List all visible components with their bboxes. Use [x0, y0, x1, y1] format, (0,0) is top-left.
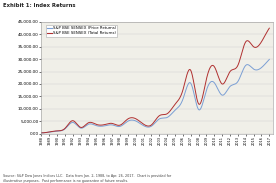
- S&P BSE SENSEX (Total Returns): [185, 74, 189, 76]
- S&P BSE SENSEX (Total Returns): [40, 132, 43, 134]
- S&P BSE SENSEX (Price Returns): [185, 87, 188, 89]
- S&P BSE SENSEX (Total Returns): [54, 130, 57, 132]
- S&P BSE SENSEX (Price Returns): [54, 130, 57, 132]
- S&P BSE SENSEX (Total Returns): [236, 64, 240, 66]
- Line: S&P BSE SENSEX (Price Returns): S&P BSE SENSEX (Price Returns): [41, 59, 269, 133]
- S&P BSE SENSEX (Total Returns): [213, 66, 216, 68]
- S&P BSE SENSEX (Price Returns): [172, 110, 176, 113]
- S&P BSE SENSEX (Total Returns): [40, 132, 43, 134]
- S&P BSE SENSEX (Total Returns): [178, 96, 182, 99]
- S&P BSE SENSEX (Price Returns): [178, 104, 181, 107]
- Text: Exhibit 1: Index Returns: Exhibit 1: Index Returns: [3, 3, 75, 8]
- S&P BSE SENSEX (Price Returns): [236, 81, 239, 83]
- S&P BSE SENSEX (Total Returns): [268, 27, 271, 29]
- Legend: S&P BSE SENSEX (Price Returns), S&P BSE SENSEX (Total Returns): S&P BSE SENSEX (Price Returns), S&P BSE …: [46, 25, 118, 37]
- S&P BSE SENSEX (Total Returns): [172, 104, 176, 107]
- Text: Source: S&P Dow Jones Indices LLC.  Data from Jan. 2, 1988, to Apr. 26, 2017.  C: Source: S&P Dow Jones Indices LLC. Data …: [3, 174, 171, 183]
- Line: S&P BSE SENSEX (Total Returns): S&P BSE SENSEX (Total Returns): [41, 28, 269, 133]
- S&P BSE SENSEX (Price Returns): [213, 82, 216, 84]
- S&P BSE SENSEX (Price Returns): [40, 132, 43, 134]
- S&P BSE SENSEX (Price Returns): [268, 58, 271, 61]
